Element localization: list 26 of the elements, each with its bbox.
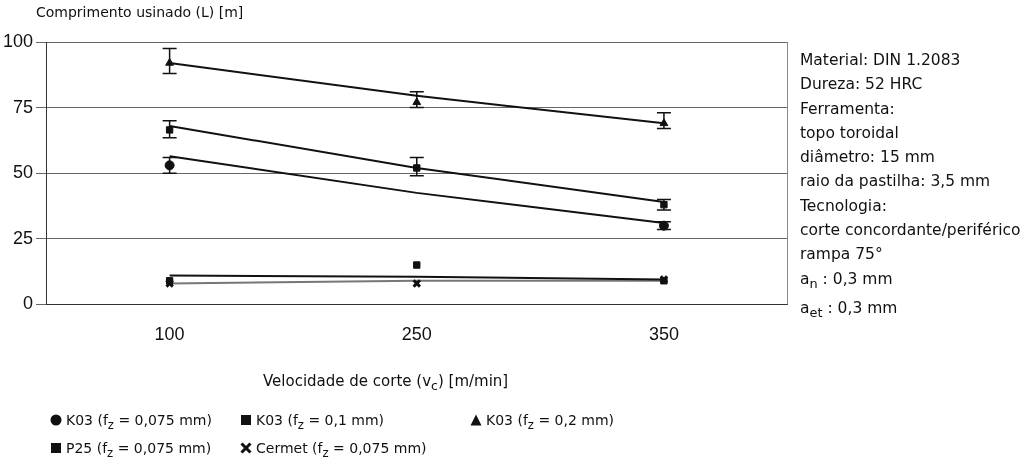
y-tick-label: 0 bbox=[23, 293, 34, 314]
text: a$_{et}$ : 0,3 mm bbox=[800, 298, 899, 323]
text: Tecnologia: bbox=[800, 195, 888, 217]
text: topo toroidal bbox=[800, 122, 900, 144]
y-tick-label: 100 bbox=[2, 30, 34, 51]
text: rampa 75° bbox=[800, 244, 884, 266]
legend-label: K03 (f$_{z}$ = 0,075 mm) bbox=[66, 412, 212, 432]
text: Material: DIN 1.2083 bbox=[800, 50, 962, 71]
x-tick-label: 350 bbox=[648, 324, 679, 345]
x-axis-title: Velocidade de corte (v$_{c}$) [m/min] bbox=[263, 372, 509, 393]
text: Dureza: 52 HRC bbox=[800, 74, 924, 96]
x-tick-label: 250 bbox=[401, 324, 432, 345]
x-tick-label: 100 bbox=[154, 324, 185, 345]
y-tick-label: 75 bbox=[13, 96, 34, 117]
y-tick-label: 25 bbox=[13, 227, 34, 248]
text: corte concordante/periférico bbox=[800, 220, 1021, 242]
legend-label: K03 (f$_{z}$ = 0,2 mm) bbox=[486, 412, 615, 432]
text: a$_{n}$ : 0,3 mm bbox=[800, 268, 894, 293]
legend-label: K03 (f$_{z}$ = 0,1 mm) bbox=[256, 412, 385, 432]
legend-label: P25 (f$_{z}$ = 0,075 mm) bbox=[66, 439, 212, 460]
y-axis-title: Comprimento usinado (L) [m] bbox=[36, 4, 244, 20]
text: diâmetro: 15 mm bbox=[800, 147, 936, 169]
text: raio da pastilha: 3,5 mm bbox=[800, 171, 992, 193]
y-tick-label: 50 bbox=[13, 162, 34, 183]
legend-label: Cermet (f$_{z}$ = 0,075 mm) bbox=[256, 439, 427, 460]
text: Ferramenta: bbox=[800, 98, 896, 120]
